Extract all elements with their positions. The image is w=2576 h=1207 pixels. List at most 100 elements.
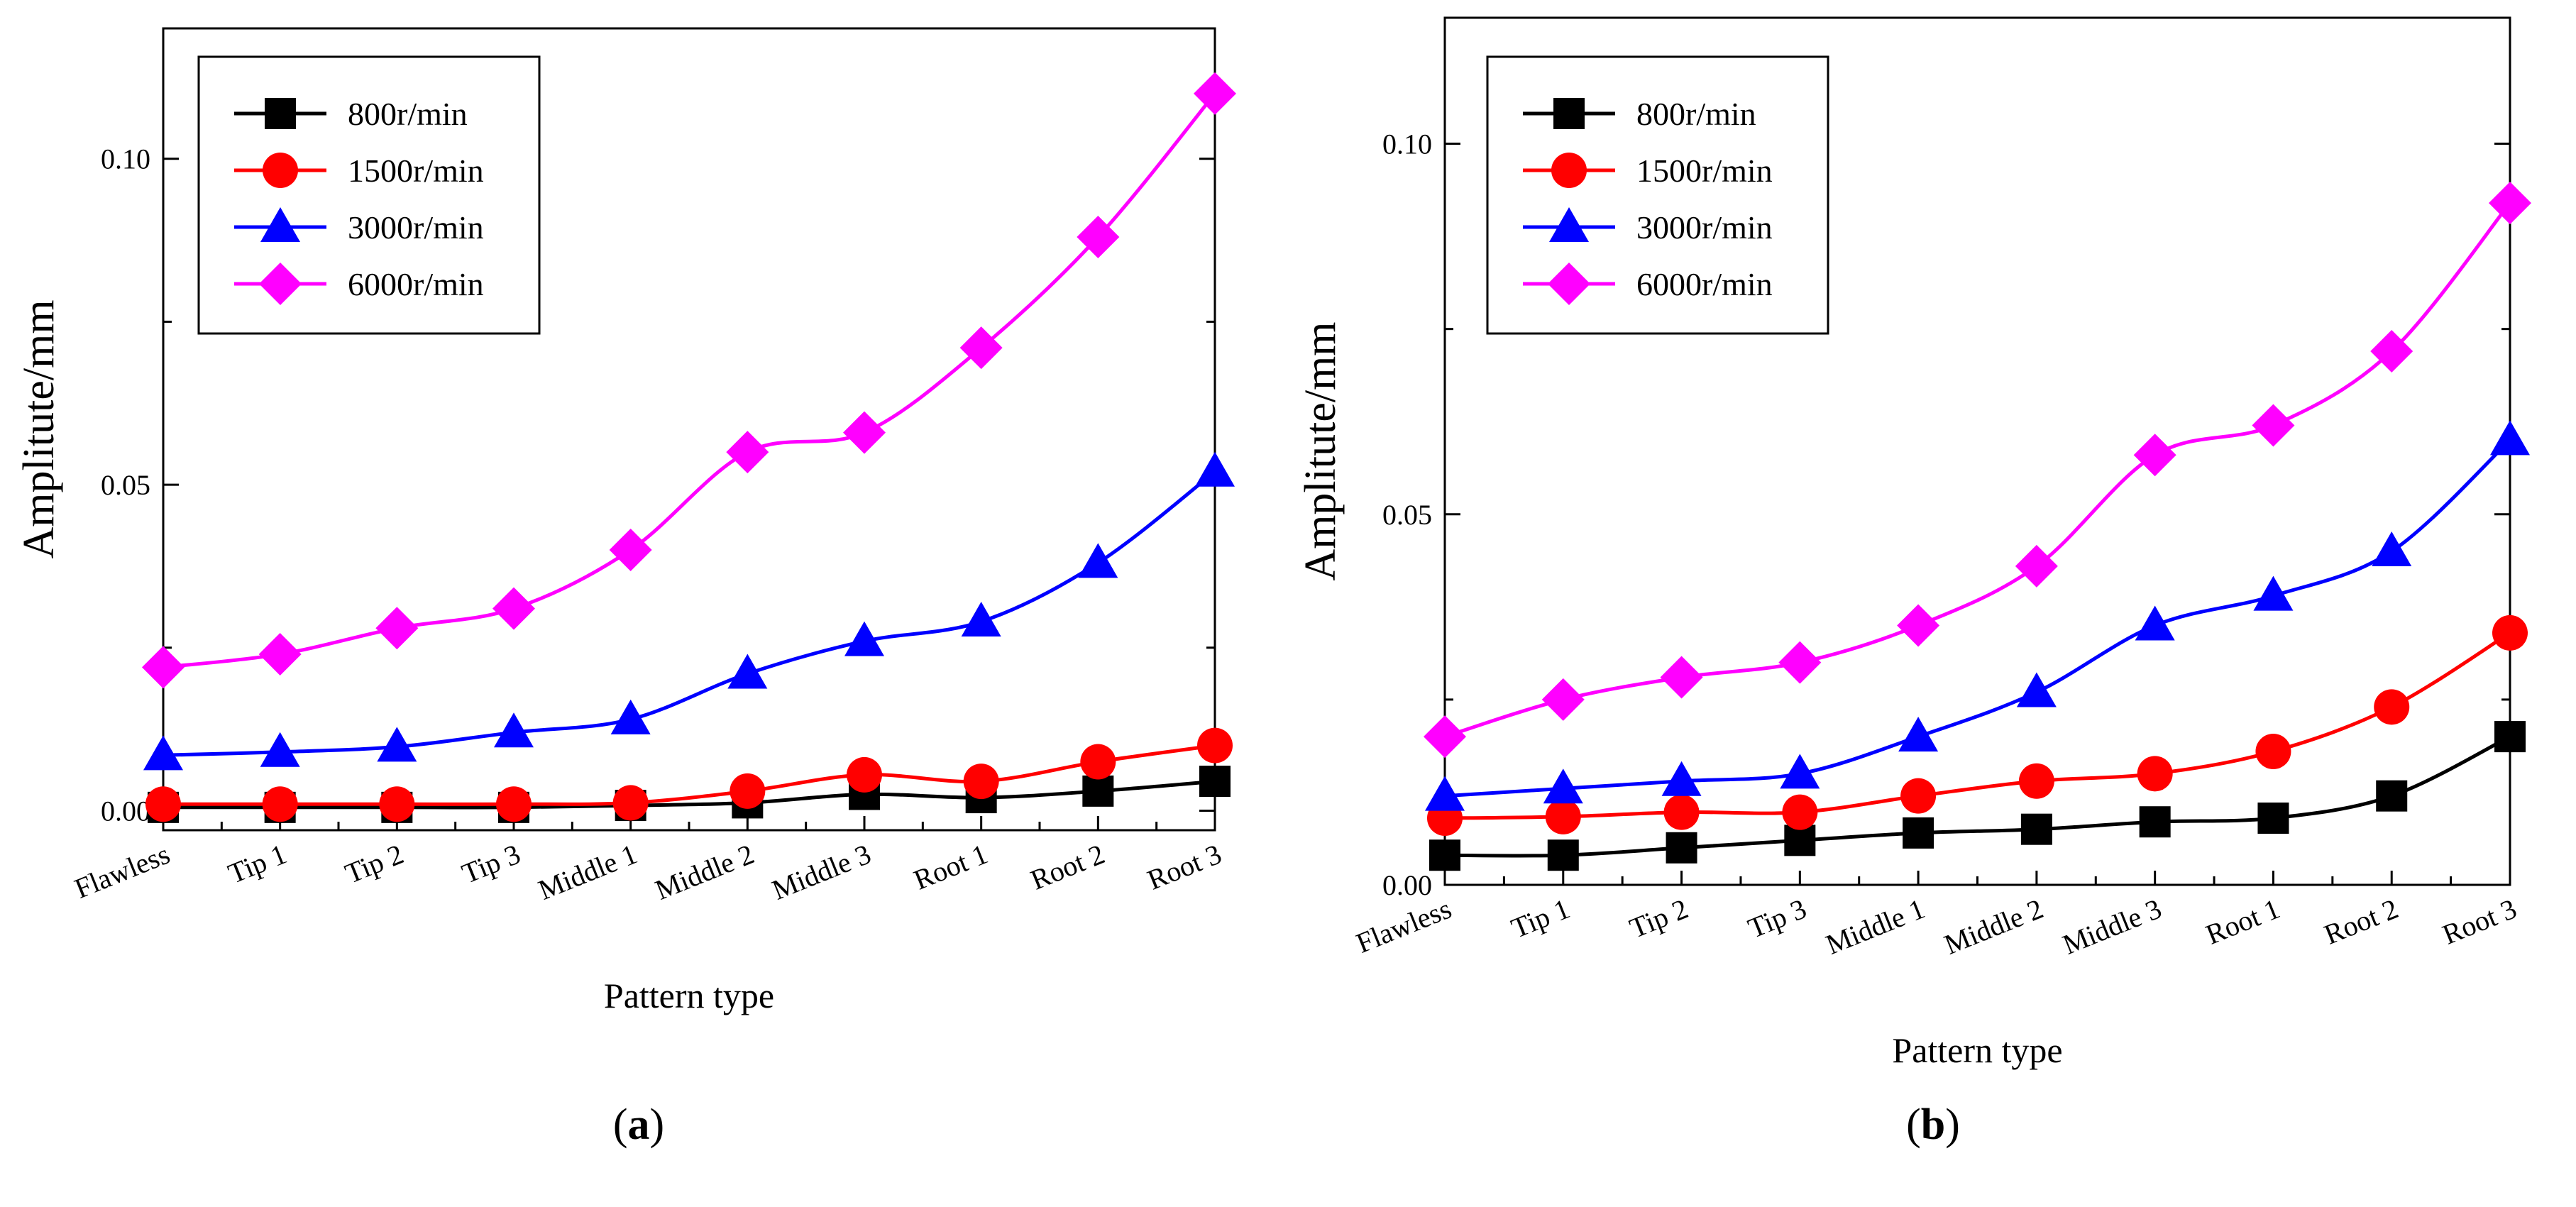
legend-label: 800r/min [1636,96,1756,132]
data-point-6000r/min [1897,604,1940,647]
legend-label: 1500r/min [1636,153,1773,189]
data-point-6000r/min [2252,404,2295,447]
series-line-800r/min [1444,734,2511,858]
x-tick-label: Root 1 [2201,893,2284,951]
panel-b-letter: b [1921,1101,1945,1149]
panel-a-letter: a [628,1101,650,1149]
data-point-3000r/min [494,712,534,748]
y-tick-label: 0.00 [1382,869,1432,901]
data-point-6000r/min [1660,656,1703,699]
x-tick-label: Middle 1 [534,838,642,906]
data-point-1500r/min [963,764,999,800]
data-point-3000r/min [377,727,417,762]
data-point-1500r/min [1663,794,1700,830]
y-tick-label: 0.05 [101,469,150,501]
data-point-3000r/min [143,735,183,771]
x-tick-label: Tip 3 [458,838,525,890]
data-point-800r/min [2257,803,2289,834]
x-tick-label: Tip 3 [1744,893,1811,944]
series-line-800r/min [163,779,1216,810]
data-point-3000r/min [1078,543,1118,578]
data-point-3000r/min [610,699,651,734]
data-point-1500r/min [262,786,298,822]
legend-label: 1500r/min [348,153,484,189]
legend-marker-1500r/min [1551,153,1587,188]
data-point-3000r/min [844,621,884,656]
x-tick-label: Root 2 [1026,838,1109,896]
x-tick-label: Tip 1 [1507,893,1574,944]
y-axis-title: Amplitute/mm [15,299,63,558]
data-point-6000r/min [1194,72,1236,115]
legend-marker-800r/min [1553,98,1585,129]
data-point-800r/min [2020,813,2052,845]
x-tick-label: Tip 2 [1625,893,1692,944]
data-point-3000r/min [1780,754,1820,789]
data-point-1500r/min [1197,727,1233,764]
data-point-6000r/min [142,646,185,689]
data-point-6000r/min [726,431,769,474]
data-point-1500r/min [612,785,649,821]
x-tick-label: Root 3 [1143,838,1226,896]
x-tick-label: Flawless [1352,893,1456,959]
y-tick-label: 0.05 [1382,499,1432,531]
data-point-3000r/min [1543,768,1583,804]
legend-marker-6000r/min [259,263,302,305]
data-point-1500r/min [1782,794,1818,830]
data-point-6000r/min [2133,434,2176,477]
data-point-6000r/min [959,326,1003,370]
data-point-800r/min [2494,721,2526,753]
data-point-800r/min [2139,806,2171,838]
data-point-6000r/min [2015,544,2058,588]
y-tick-label: 0.10 [1382,128,1432,160]
data-point-6000r/min [1541,678,1585,721]
data-point-3000r/min [260,732,300,767]
x-tick-label: Middle 3 [2058,893,2166,961]
legend-marker-3000r/min [1549,207,1589,242]
y-tick-label: 0.00 [101,795,150,827]
x-tick-label: Tip 2 [341,838,408,890]
data-point-6000r/min [2489,182,2531,225]
data-point-800r/min [1199,766,1231,798]
panel-b-caption: (b) [1906,1101,1960,1149]
x-tick-label: Root 2 [2320,893,2403,951]
data-point-6000r/min [843,411,886,454]
data-point-3000r/min [2016,672,2057,707]
data-point-800r/min [1429,839,1460,871]
data-point-6000r/min [375,607,419,650]
x-tick-label: Root 3 [2438,893,2521,951]
y-axis-title: Amplitute/mm [1297,321,1345,580]
x-tick-label: Middle 2 [1939,893,2047,961]
data-point-800r/min [1903,817,1934,849]
series-line-3000r/min [1444,439,2511,798]
data-point-3000r/min [2372,531,2412,566]
data-point-3000r/min [961,602,1001,637]
data-point-1500r/min [2374,689,2410,725]
legend-marker-1500r/min [263,153,298,188]
legend-box [1486,55,1829,335]
data-point-1500r/min [2492,614,2528,651]
series-line-1500r/min [1444,631,2511,820]
legend-marker-6000r/min [1548,263,1590,305]
data-point-6000r/min [1424,715,1466,759]
data-point-3000r/min [1898,717,1939,752]
x-tick-label: Middle 1 [1822,893,1930,961]
data-point-1500r/min [2018,763,2054,799]
data-point-3000r/min [2135,605,2175,641]
data-point-1500r/min [1545,798,1581,834]
x-axis-title: Pattern type [604,976,774,1015]
data-point-800r/min [1666,832,1697,864]
data-point-3000r/min [2490,420,2530,456]
legend-label: 3000r/min [1636,209,1773,246]
panel-a-caption: (a) [613,1101,664,1149]
legend-label: 3000r/min [348,209,484,246]
data-point-6000r/min [1077,215,1120,258]
series-line-6000r/min [1444,202,2511,739]
data-point-800r/min [1547,839,1579,871]
data-point-3000r/min [727,654,768,689]
data-point-3000r/min [2253,575,2294,611]
series-line-6000r/min [163,92,1216,669]
series-line-1500r/min [163,744,1216,806]
